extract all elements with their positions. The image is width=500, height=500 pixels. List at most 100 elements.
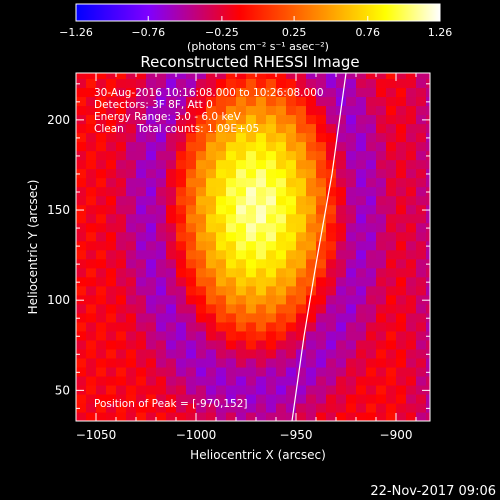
heatmap-cell [276,294,287,305]
heatmap-cell [76,402,87,413]
heatmap-cell [256,141,267,152]
heatmap-cell [296,204,307,215]
heatmap-cell [266,375,277,386]
heatmap-cell [236,204,247,215]
heatmap-cell [406,240,417,251]
heatmap-cell [256,366,267,377]
heatmap-cell [246,123,257,134]
heatmap-cell [186,276,197,287]
heatmap-cell [326,375,337,386]
heatmap-cell [396,231,407,242]
heatmap-cell [336,73,347,80]
heatmap-cell [76,123,87,134]
heatmap-cell [346,132,357,143]
heatmap-cell [366,339,377,350]
heatmap-cell [276,312,287,323]
heatmap-cell [346,150,357,161]
heatmap-cell [266,402,277,413]
heatmap-cell [366,330,377,341]
heatmap-cell [196,105,207,116]
heatmap-cell [336,87,347,98]
heatmap-cell [126,222,137,233]
heatmap-cell [286,105,297,116]
heatmap-cell [186,411,197,421]
heatmap-cell [216,222,227,233]
heatmap-cell [136,177,147,188]
heatmap-cell [406,312,417,323]
heatmap-cell [336,285,347,296]
heatmap-cell [306,213,317,224]
heatmap-cell [176,375,187,386]
heatmap-cell [226,105,237,116]
heatmap-cell [366,87,377,98]
heatmap-cell [426,393,430,404]
heatmap-cell [346,402,357,413]
heatmap-cell [376,222,387,233]
heatmap-cell [316,204,327,215]
heatmap-cell [86,73,97,80]
heatmap-cell [276,393,287,404]
heatmap-cell [416,294,427,305]
heatmap-cell [396,258,407,269]
heatmap-cell [146,276,157,287]
heatmap-cell [296,249,307,260]
x-tick-label: −1000 [176,428,217,442]
heatmap-cell [386,222,397,233]
heatmap-cell [406,150,417,161]
footer-date: 22-Nov-2017 09:06 [370,484,496,499]
heatmap-cell [426,276,430,287]
heatmap-cell [206,186,217,197]
heatmap-cell [396,312,407,323]
heatmap-cell [386,357,397,368]
heatmap-cell [376,375,387,386]
annotation-time-range: 30-Aug-2016 10:16:08.000 to 10:26:08.000 [94,87,324,99]
heatmap-cell [166,330,177,341]
heatmap-cell [246,294,257,305]
heatmap-cell [396,384,407,395]
heatmap-cell [146,357,157,368]
heatmap-cell [146,339,157,350]
heatmap-cell [366,231,377,242]
heatmap-cell [426,384,430,395]
heatmap-cell [126,240,137,251]
heatmap-cell [186,393,197,404]
heatmap-cell [86,285,97,296]
heatmap-cell [386,195,397,206]
heatmap-cell [266,195,277,206]
heatmap-cell [296,384,307,395]
heatmap-cell [376,87,387,98]
heatmap-cell [276,321,287,332]
heatmap-cell [96,375,107,386]
heatmap-cell [366,321,377,332]
heatmap-cell [236,267,247,278]
heatmap-cell [356,132,367,143]
heatmap-cell [226,366,237,377]
heatmap-cell [286,303,297,314]
heatmap-cell [286,141,297,152]
heatmap-cell [386,168,397,179]
heatmap-cell [316,402,327,413]
heatmap-cell [316,330,327,341]
heatmap-cell [376,312,387,323]
heatmap-cell [226,294,237,305]
heatmap-cell [216,348,227,359]
heatmap-cell [346,330,357,341]
colorbar-tick-label: −0.25 [205,26,239,39]
heatmap-cell [306,231,317,242]
heatmap-cell [416,105,427,116]
heatmap-cell [406,303,417,314]
heatmap-cell [336,402,347,413]
heatmap-cell [256,384,267,395]
heatmap-cell [216,312,227,323]
heatmap-cell [76,366,87,377]
heatmap-cell [406,204,417,215]
heatmap-cell [276,384,287,395]
heatmap-cell [196,186,207,197]
heatmap-cell [386,150,397,161]
heatmap-cell [416,231,427,242]
heatmap-cell [316,177,327,188]
heatmap-cell [416,321,427,332]
heatmap-cell [176,186,187,197]
heatmap-cell [156,267,167,278]
heatmap-cell [206,204,217,215]
